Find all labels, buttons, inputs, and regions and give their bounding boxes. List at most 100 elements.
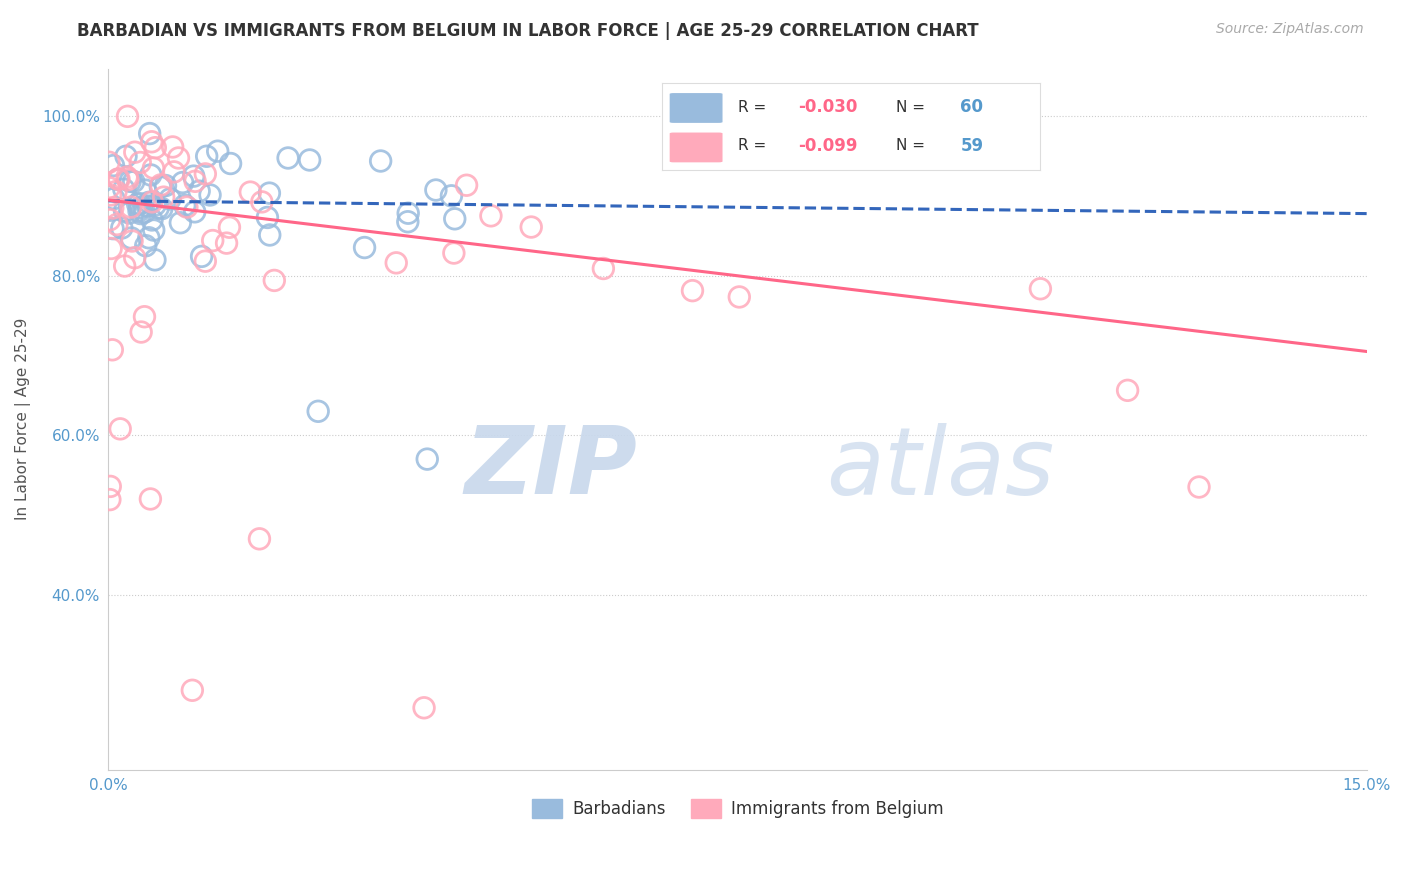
- Point: [148, 201, 170, 215]
- Point: [134, 310, 156, 324]
- Point: [259, 186, 281, 200]
- Point: [100, 242, 122, 256]
- Point: [1116, 384, 1139, 398]
- Point: [103, 192, 125, 206]
- Point: [141, 135, 163, 149]
- Point: [117, 109, 139, 123]
- Point: [443, 211, 465, 226]
- Point: [122, 175, 145, 189]
- Point: [111, 221, 134, 235]
- Point: [298, 153, 321, 167]
- Point: [101, 201, 124, 215]
- Point: [138, 195, 160, 210]
- Point: [162, 140, 184, 154]
- Point: [194, 254, 217, 268]
- Point: [98, 180, 121, 194]
- Point: [142, 223, 165, 237]
- Point: [128, 204, 150, 219]
- Point: [239, 185, 262, 199]
- Point: [443, 246, 465, 260]
- Point: [134, 183, 156, 197]
- Point: [396, 215, 419, 229]
- Point: [97, 155, 120, 169]
- Point: [124, 145, 146, 160]
- Point: [188, 184, 211, 198]
- Point: [682, 284, 704, 298]
- Point: [98, 212, 121, 227]
- Point: [139, 168, 162, 182]
- Point: [112, 182, 135, 196]
- Point: [136, 199, 159, 213]
- Point: [150, 202, 173, 216]
- Point: [173, 198, 195, 212]
- Point: [121, 234, 143, 248]
- Point: [155, 178, 177, 193]
- Point: [107, 172, 129, 186]
- Point: [207, 145, 229, 159]
- Point: [479, 209, 502, 223]
- Point: [1188, 480, 1211, 494]
- Point: [141, 213, 163, 227]
- Point: [107, 172, 129, 186]
- Point: [103, 159, 125, 173]
- Y-axis label: In Labor Force | Age 25-29: In Labor Force | Age 25-29: [15, 318, 31, 520]
- Point: [115, 170, 138, 185]
- Point: [183, 169, 205, 183]
- Point: [98, 203, 121, 218]
- Point: [134, 205, 156, 219]
- Point: [101, 343, 124, 357]
- Point: [416, 452, 439, 467]
- Point: [169, 216, 191, 230]
- Legend: Barbadians, Immigrants from Belgium: Barbadians, Immigrants from Belgium: [526, 792, 950, 825]
- Point: [307, 404, 329, 418]
- Point: [190, 249, 212, 263]
- Point: [128, 201, 150, 215]
- Point: [172, 176, 194, 190]
- Point: [183, 204, 205, 219]
- Point: [143, 252, 166, 267]
- Point: [167, 151, 190, 165]
- Point: [143, 198, 166, 212]
- Point: [159, 192, 181, 206]
- Point: [728, 290, 751, 304]
- Point: [396, 206, 419, 220]
- Point: [105, 218, 128, 232]
- Point: [139, 491, 162, 506]
- Point: [114, 203, 136, 218]
- Point: [100, 188, 122, 202]
- Point: [181, 683, 204, 698]
- Point: [440, 189, 463, 203]
- Point: [277, 151, 299, 165]
- Text: Source: ZipAtlas.com: Source: ZipAtlas.com: [1216, 22, 1364, 37]
- Point: [194, 167, 217, 181]
- Point: [215, 236, 238, 251]
- Point: [176, 200, 198, 214]
- Point: [98, 492, 121, 507]
- Point: [218, 220, 240, 235]
- Point: [135, 238, 157, 252]
- Point: [456, 178, 478, 193]
- Point: [425, 183, 447, 197]
- Point: [138, 127, 160, 141]
- Point: [259, 227, 281, 242]
- Point: [129, 155, 152, 169]
- Point: [149, 180, 172, 194]
- Point: [149, 178, 172, 192]
- Point: [141, 194, 163, 209]
- Point: [256, 211, 278, 225]
- Point: [201, 234, 224, 248]
- Point: [142, 161, 165, 175]
- Text: BARBADIAN VS IMMIGRANTS FROM BELGIUM IN LABOR FORCE | AGE 25-29 CORRELATION CHAR: BARBADIAN VS IMMIGRANTS FROM BELGIUM IN …: [77, 22, 979, 40]
- Point: [219, 156, 242, 170]
- Text: atlas: atlas: [825, 423, 1054, 514]
- Point: [413, 700, 436, 714]
- Point: [249, 532, 271, 546]
- Point: [108, 422, 131, 436]
- Point: [129, 206, 152, 220]
- Point: [138, 231, 160, 245]
- Point: [114, 259, 136, 273]
- Point: [120, 174, 142, 188]
- Point: [184, 174, 207, 188]
- Point: [385, 256, 408, 270]
- Point: [127, 197, 149, 211]
